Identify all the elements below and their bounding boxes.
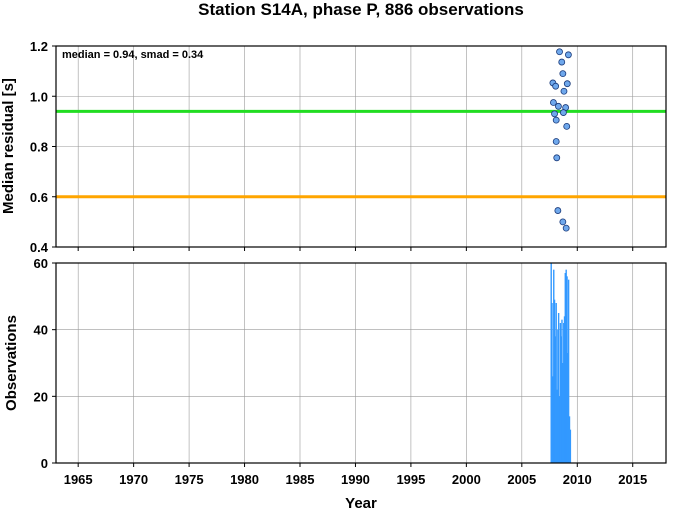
residual-point: [559, 70, 567, 78]
reference-lines: [56, 109, 666, 199]
observation-bar: [567, 279, 570, 463]
x-tick-label: 2015: [618, 472, 647, 487]
observations-y-axis-label: Observations: [3, 315, 20, 411]
x-tick-label: 2005: [507, 472, 536, 487]
residual-point: [553, 154, 561, 162]
observation-bar: [556, 389, 558, 463]
observations-grid: [56, 262, 666, 464]
observation-bar: [554, 336, 557, 463]
residual-point: [560, 87, 568, 95]
residual-point: [560, 109, 567, 116]
y-tick-label: 0: [41, 456, 48, 471]
observation-bar: [564, 273, 566, 463]
y-tick-label: 40: [34, 323, 48, 338]
observation-bar: [557, 313, 560, 463]
observation-bar: [563, 323, 565, 463]
residual-point: [563, 123, 571, 130]
observation-bar: [566, 276, 568, 463]
residual-point: [552, 116, 560, 124]
observation-bar: [553, 299, 556, 463]
chart-title: Station S14A, phase P, 886 observations: [198, 0, 524, 19]
residual-grid: [56, 45, 666, 248]
y-tick-label: 0.6: [30, 190, 48, 205]
observation-bar: [562, 363, 564, 463]
residual-y-ticks: 0.4 0.6 0.8 1.0 1.2: [30, 39, 56, 255]
observation-bar: [568, 416, 571, 463]
observation-bar: [561, 319, 563, 463]
residual-point: [559, 218, 567, 226]
y-tick-label: 20: [34, 389, 48, 404]
y-tick-label: 0.8: [30, 140, 48, 155]
observation-bar: [555, 303, 557, 463]
observation-bar: [551, 303, 553, 463]
y-tick-label: 1.2: [30, 39, 48, 54]
x-tick-label: 2000: [452, 472, 481, 487]
residual-point: [558, 58, 566, 66]
x-tick-label: 1970: [119, 472, 148, 487]
y-tick-label: 60: [34, 256, 48, 271]
x-tick-label: 1980: [230, 472, 259, 487]
observation-bar: [550, 263, 552, 463]
observation-bar: [565, 269, 567, 463]
residual-point: [563, 80, 571, 88]
y-tick-label: 0.4: [30, 240, 49, 255]
observation-bar: [558, 396, 561, 463]
residual-point: [554, 207, 562, 214]
x-tick-label: 1995: [396, 472, 425, 487]
y-tick-label: 1.0: [30, 89, 48, 104]
residual-point: [556, 48, 563, 56]
residual-x-ticks: [77, 247, 634, 251]
observation-bar: [552, 376, 554, 463]
x-tick-label: 2010: [563, 472, 592, 487]
stats-annotation: median = 0.94, smad = 0.34: [62, 49, 204, 61]
residual-point: [550, 99, 557, 106]
x-tick-label: 1975: [175, 472, 204, 487]
residual-point: [551, 110, 558, 118]
residual-points: [549, 48, 572, 232]
observation-bar: [567, 353, 569, 463]
x-tick-label: 1965: [64, 472, 93, 487]
residual-point: [555, 102, 562, 110]
residual-point: [552, 82, 560, 90]
residual-panel: 0.4 0.6 0.8 1.0 1.2 median = 0.94, smad = 0.…: [0, 39, 667, 255]
x-tick-label: 1985: [286, 472, 315, 487]
residual-point: [552, 138, 560, 145]
observation-bar: [563, 316, 566, 463]
x-tick-label: 1990: [341, 472, 370, 487]
observation-bar: [569, 429, 572, 463]
observations-frame: [55, 262, 667, 464]
residual-y-axis-label: Median residual [s]: [0, 78, 17, 214]
residual-point: [565, 51, 572, 59]
residual-point: [562, 224, 570, 232]
observation-bar: [557, 329, 559, 463]
observation-bar: [560, 336, 562, 463]
observations-panel: 0 20 40 60 1965 1970 1975 1980 1985 1990 1995 2000…: [3, 256, 667, 511]
observations-y-ticks: 0 20 40 60: [34, 256, 56, 471]
x-axis-label: Year: [345, 495, 377, 511]
observations-x-ticks: 1965 1970 1975 1980 1985 1990 1995 2000 2005 2010…: [64, 463, 647, 487]
observation-bar: [559, 323, 562, 463]
observation-bar: [553, 269, 555, 463]
observation-bars: [550, 263, 572, 463]
